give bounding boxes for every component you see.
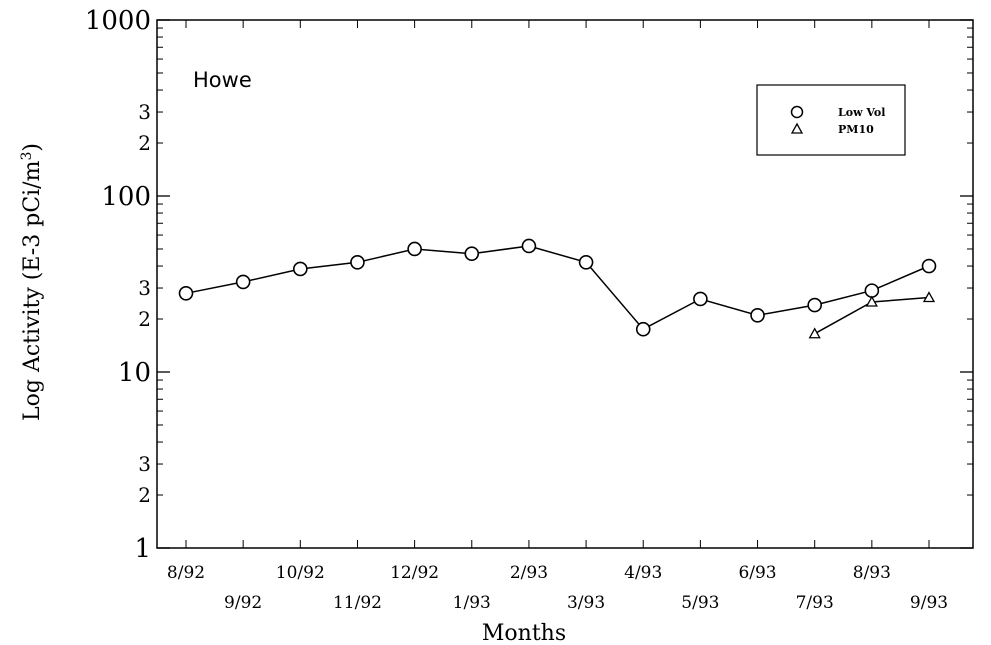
legend-box [756,84,906,156]
data-point-low-vol-11-92 [350,255,365,270]
series-layer [178,238,937,339]
y-axis-title-superscript: 3 [19,152,35,161]
legend-marker-pm10 [790,122,804,134]
data-point-pm10-8-93 [865,295,878,307]
data-point-low-vol-3-93 [578,255,594,270]
data-point-low-vol-12-92 [407,241,422,257]
legend-label-pm10: PM10 [838,123,874,136]
y-tick-label-1000: 1000 [85,6,151,36]
data-point-low-vol-9-92 [235,274,251,290]
x-tick-label-10-92: 10/92 [276,563,325,583]
y-tick-label-10: 10 [118,358,151,388]
y-tick-label-3: 3 [138,452,151,476]
legend: Low Vol PM10 [756,84,906,156]
x-tick-label-11-92: 11/92 [333,593,382,613]
x-tick-label-1-93: 1/93 [453,593,491,613]
data-point-pm10-7-93 [808,327,821,339]
series-line-low-vol [185,245,930,331]
x-tick-labels: 8/92 9/92 10/92 11/92 12/92 1/93 2/93 3/93 4/93 5… [167,563,948,613]
data-point-low-vol-8-92 [178,286,194,301]
x-tick-label-7-93: 7/93 [796,593,834,613]
axis-ticks [157,19,973,549]
data-point-pm10-9-93 [922,291,936,303]
y-axis-title-text: Log Activity (E-3 pCi/m [20,160,45,421]
y-axis-title: Log Activity (E-3 pCi/m3) [19,143,45,421]
x-tick-label-6-93: 6/93 [738,563,776,583]
data-point-low-vol-8-93 [864,283,880,298]
x-tick-label-4-93: 4/93 [624,563,662,583]
y-tick-label-2: 2 [138,483,151,507]
x-tick-label-8-93: 8/93 [853,563,891,583]
legend-label-low-vol: Low Vol [838,106,885,119]
y-tick-label-1: 1 [134,534,151,564]
y-tick-label-30: 3 [138,276,151,300]
x-tick-label-9-93: 9/93 [910,593,948,613]
y-axis-title-close: ) [20,143,45,152]
data-point-low-vol-4-93 [635,321,651,337]
y-tick-label-300: 3 [138,100,151,124]
x-tick-label-3-93: 3/93 [567,593,605,613]
data-point-low-vol-2-93 [521,238,537,254]
x-tick-label-5-93: 5/93 [681,593,719,613]
data-point-low-vol-10-92 [293,261,308,277]
y-tick-labels: 1 2 3 10 2 3 100 2 3 1000 [85,6,151,564]
y-tick-label-200: 2 [138,131,151,155]
x-tick-label-2-93: 2/93 [510,563,548,583]
plot-frame [156,19,974,549]
legend-marker-low-vol [790,105,804,119]
y-tick-label-20: 2 [138,307,151,331]
x-axis-title: Months [482,621,566,645]
data-point-low-vol-7-93 [807,297,822,313]
data-point-low-vol-6-93 [750,307,765,323]
data-point-low-vol-5-93 [693,291,708,307]
x-tick-label-12-92: 12/92 [390,563,439,583]
x-tick-label-9-92: 9/92 [224,593,262,613]
data-point-low-vol-9-93 [921,258,937,274]
chart-title: Howe [193,68,252,92]
x-tick-label-8-92: 8/92 [167,563,205,583]
y-tick-label-100: 100 [101,182,151,212]
data-point-low-vol-1-93 [464,246,480,262]
